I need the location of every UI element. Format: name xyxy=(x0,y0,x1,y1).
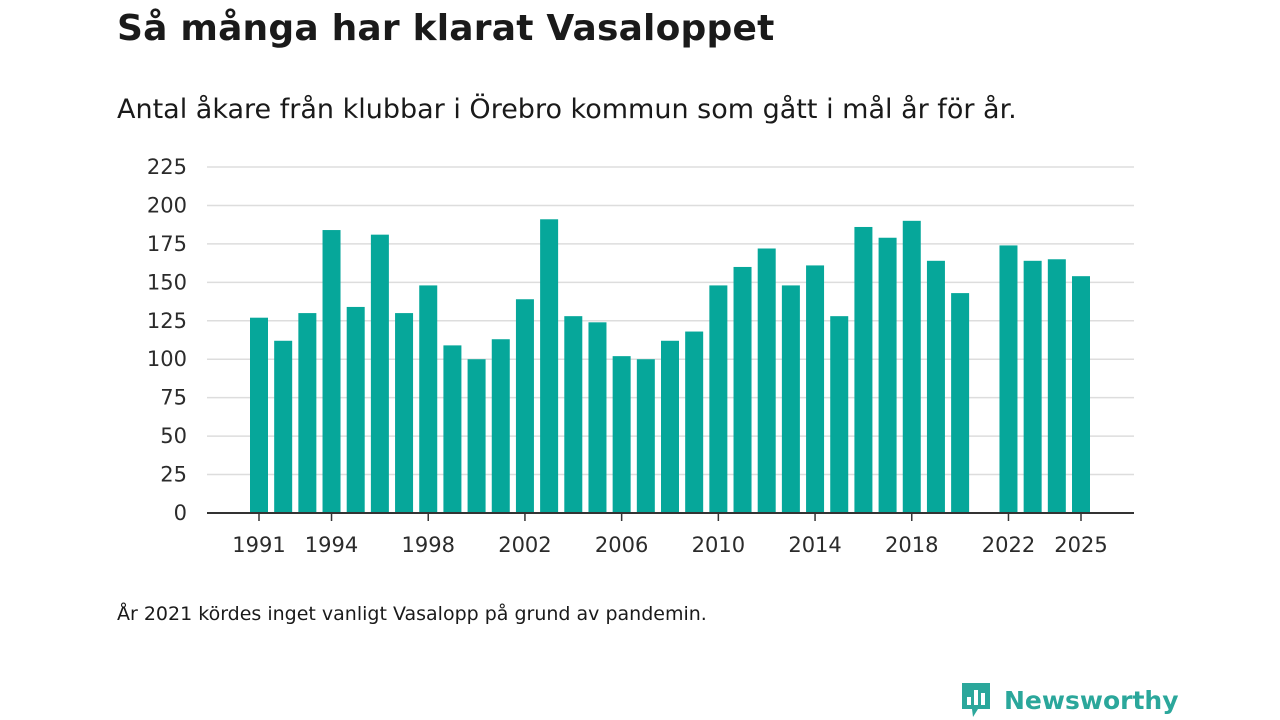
y-axis-ticks: 0 25 50 75 100 125 150 175 200 225 xyxy=(147,155,187,525)
y-tick-label-150: 150 xyxy=(147,270,187,294)
brand-name: Newsworthy xyxy=(1004,685,1179,715)
footnote: År 2021 kördes inget vanligt Vasalopp på… xyxy=(117,603,707,625)
x-tick-label-2018: 2018 xyxy=(885,533,938,557)
bar-1999 xyxy=(443,345,462,513)
y-tick-label-125: 125 xyxy=(147,309,187,333)
y-tick-label-225: 225 xyxy=(147,155,187,179)
x-tick-label-1994: 1994 xyxy=(305,533,358,557)
y-tick-label-0: 0 xyxy=(174,501,187,525)
bar-1992 xyxy=(274,340,293,513)
bar-chart: 0 25 50 75 100 125 150 175 200 225 1991 1994 1998 20… xyxy=(147,155,1134,557)
y-tick-label-25: 25 xyxy=(160,463,187,487)
bar-1996 xyxy=(370,234,389,513)
chart-subtitle: Antal åkare från klubbar i Örebro kommun… xyxy=(117,94,1017,125)
bar-1993 xyxy=(298,313,317,513)
bar-2000 xyxy=(467,359,486,513)
y-tick-label-50: 50 xyxy=(160,424,187,448)
x-tick-label-1998: 1998 xyxy=(402,533,455,557)
y-tick-label-200: 200 xyxy=(147,193,187,217)
x-tick-label-1991: 1991 xyxy=(232,533,285,557)
bar-2005 xyxy=(588,322,607,513)
bar-1997 xyxy=(395,313,414,513)
x-tick-label-2002: 2002 xyxy=(498,533,551,557)
x-tick-label-2025: 2025 xyxy=(1054,533,1107,557)
bar-2012 xyxy=(757,248,776,513)
bar-2003 xyxy=(540,219,559,514)
bar-2014 xyxy=(806,265,825,513)
x-tick-label-2022: 2022 xyxy=(982,533,1035,557)
chart-title: Så många har klarat Vasaloppet xyxy=(117,8,775,49)
bar-2004 xyxy=(564,316,583,513)
bar-1991 xyxy=(250,317,268,513)
y-tick-label-100: 100 xyxy=(147,347,187,371)
bar-2001 xyxy=(491,339,510,513)
bar-2011 xyxy=(733,266,752,513)
bar-2008 xyxy=(661,340,679,513)
bar-2010 xyxy=(709,285,728,513)
bar-2016 xyxy=(854,226,873,513)
y-tick-label-175: 175 xyxy=(147,232,187,256)
bar-2002 xyxy=(515,299,534,513)
bar-2025 xyxy=(1072,276,1090,513)
bar-2023 xyxy=(1023,260,1042,513)
newsworthy-logo[interactable]: Newsworthy xyxy=(960,680,1179,720)
bar-2013 xyxy=(781,285,800,513)
bar-1995 xyxy=(346,306,365,513)
bar-1994 xyxy=(322,230,341,513)
bar-2007 xyxy=(636,359,655,513)
bars xyxy=(250,219,1090,514)
x-tick-label-2014: 2014 xyxy=(788,533,841,557)
bar-2006 xyxy=(612,356,631,513)
bar-2018 xyxy=(902,220,921,514)
newsworthy-chart-icon xyxy=(962,683,990,717)
x-axis-ticks: 1991 1994 1998 2002 2006 2010 2014 2018 2022 2025 xyxy=(232,513,1108,557)
bar-2020 xyxy=(951,293,970,513)
bar-2022 xyxy=(999,245,1018,513)
bar-2015 xyxy=(830,316,849,513)
bar-2017 xyxy=(878,237,897,513)
bar-1998 xyxy=(419,285,438,513)
y-tick-label-75: 75 xyxy=(160,386,187,410)
x-tick-label-2010: 2010 xyxy=(692,533,745,557)
bar-2009 xyxy=(685,331,704,513)
bar-2019 xyxy=(926,260,945,513)
x-tick-label-2006: 2006 xyxy=(595,533,648,557)
bar-2024 xyxy=(1047,259,1066,513)
